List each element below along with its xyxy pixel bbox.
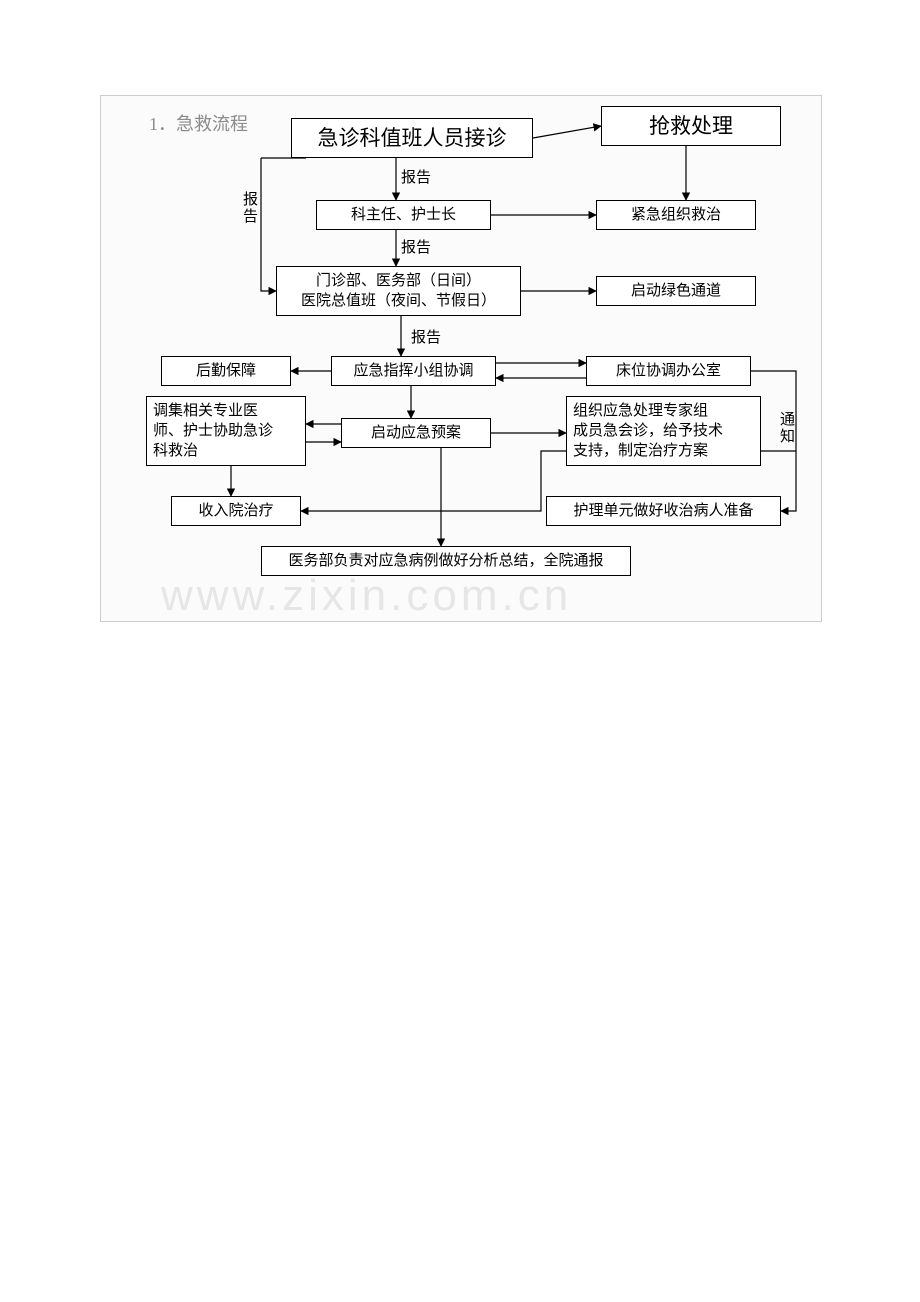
node-admit: 收入院治疗 [171, 496, 301, 526]
node-command-team: 应急指挥小组协调 [331, 356, 496, 386]
flowchart-frame: 1．急救流程 急诊科值班人员接诊 抢救处理 科主任、护士长 紧急组织救治 门诊部… [100, 95, 822, 622]
node-nursing-prep: 护理单元做好收治病人准备 [546, 496, 781, 526]
edge-label-report-3: 报告 [411, 326, 441, 347]
edge-label-notify: 通知 [776, 411, 797, 445]
node-summary: 医务部负责对应急病例做好分析总结，全院通报 [261, 546, 631, 576]
node-expert-group: 组织应急处理专家组成员急会诊，给予技术支持，制定治疗方案 [566, 396, 761, 466]
node-dept-head: 科主任、护士长 [316, 200, 491, 230]
node-emergency-org: 紧急组织救治 [596, 200, 756, 230]
node-rescue: 抢救处理 [601, 106, 781, 146]
node-activate-plan: 启动应急预案 [341, 418, 491, 448]
edge-label-report-vertical: 报告 [239, 191, 260, 225]
node-mobilize-staff: 调集相关专业医师、护士协助急诊科救治 [146, 396, 306, 466]
node-green-channel: 启动绿色通道 [596, 276, 756, 306]
node-logistics: 后勤保障 [161, 356, 291, 386]
node-bed-coord: 床位协调办公室 [586, 356, 751, 386]
edge-label-report-1: 报告 [401, 166, 431, 187]
node-medical-dept: 门诊部、医务部（日间）医院总值班（夜间、节假日） [276, 266, 521, 316]
node-reception: 急诊科值班人员接诊 [291, 118, 533, 158]
page: ↵ ↵ ↵ 1．急救流程 急诊科值班人员接诊 抢救处理 科主任、护士长 紧急组织… [0, 0, 920, 1302]
edge-label-report-2: 报告 [401, 236, 431, 257]
